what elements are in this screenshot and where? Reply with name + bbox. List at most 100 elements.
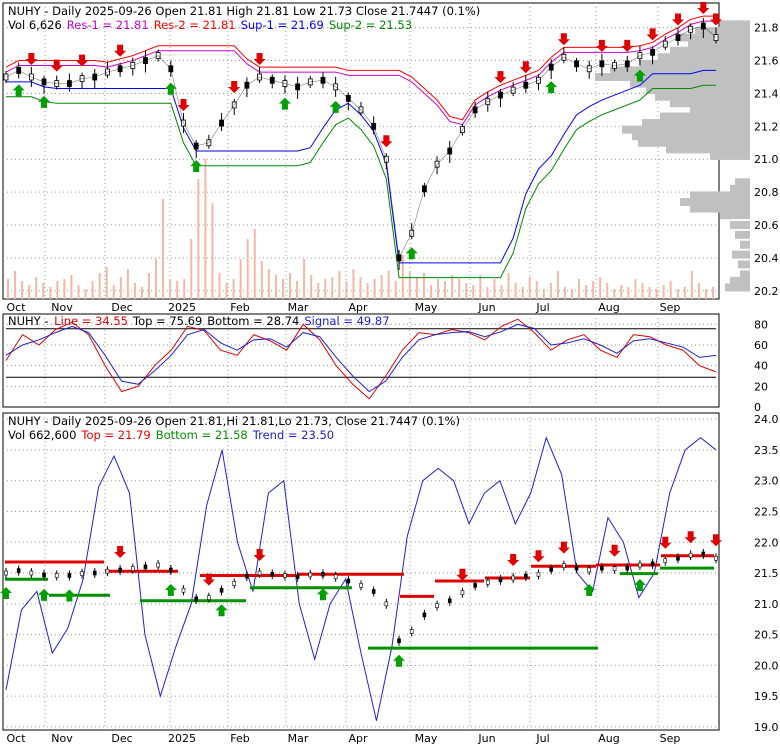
price-connector bbox=[639, 52, 653, 56]
panel3-candle-body bbox=[130, 566, 135, 572]
price-connector bbox=[703, 25, 717, 38]
volume-bar bbox=[310, 275, 313, 299]
panel3-candle-body bbox=[232, 581, 237, 586]
buy-arrow bbox=[405, 247, 418, 260]
volume-profile-bar bbox=[680, 197, 750, 206]
panel3-candle-body bbox=[460, 590, 465, 596]
panel3-buy-arrow bbox=[63, 589, 76, 602]
sell-arrow bbox=[253, 53, 266, 65]
volume-bar bbox=[197, 179, 200, 299]
panel3-sell-arrow bbox=[684, 531, 697, 544]
sell-arrow bbox=[697, 2, 710, 15]
volume-bar bbox=[641, 283, 644, 299]
price-connector bbox=[31, 76, 45, 83]
volume-profile-bar bbox=[725, 283, 750, 292]
sell-arrow bbox=[621, 39, 634, 52]
price-connector bbox=[563, 57, 577, 65]
price-connector bbox=[43, 81, 57, 84]
volume-profile-bar bbox=[688, 40, 750, 49]
y-tick-label: 19.0 bbox=[754, 721, 779, 734]
volume-bar bbox=[56, 281, 59, 299]
volume-profile-bar bbox=[640, 59, 750, 68]
y-tick-label: 19.5 bbox=[754, 690, 779, 703]
panel3-candle-body bbox=[283, 573, 287, 578]
bottom-label: Bottom = 28.74 bbox=[207, 314, 299, 328]
volume-bar bbox=[712, 287, 714, 299]
volume-bar bbox=[648, 287, 651, 299]
price-connector bbox=[94, 71, 108, 78]
volume-bar bbox=[634, 279, 637, 299]
y-tick-label: 21.0 bbox=[754, 598, 779, 611]
price-connector bbox=[69, 78, 83, 84]
volume-bar bbox=[183, 279, 186, 299]
volume-bar bbox=[331, 277, 334, 299]
panel1-vol: Vol 6,626 bbox=[8, 18, 62, 32]
panel3-candle-body bbox=[80, 571, 84, 576]
volume-profile-bar bbox=[655, 92, 750, 101]
price-connector bbox=[411, 188, 425, 234]
price-connector bbox=[107, 68, 121, 73]
price-connector bbox=[183, 122, 197, 147]
volume-bar bbox=[704, 289, 707, 299]
price-connector bbox=[474, 101, 488, 111]
panel3-candle-body bbox=[549, 567, 553, 572]
x-tick-label: Jun bbox=[477, 732, 495, 745]
panel3-bottom-label: Bottom = 21.58 bbox=[156, 428, 248, 442]
volume-bar bbox=[359, 277, 362, 299]
x-tick-label: May bbox=[415, 301, 438, 314]
volume-profile-bar bbox=[632, 132, 750, 141]
panel3-candle-body bbox=[688, 552, 693, 558]
price-connector bbox=[322, 80, 336, 88]
volume-bar bbox=[676, 289, 679, 299]
price-connector bbox=[208, 122, 222, 143]
volume-bar bbox=[225, 283, 228, 299]
volume-bar bbox=[239, 259, 242, 299]
volume-bar bbox=[155, 259, 158, 299]
volume-bar bbox=[683, 287, 686, 299]
panel3-candle-body bbox=[536, 571, 541, 577]
x-tick-label: Aug bbox=[598, 301, 619, 314]
sup2-label: Sup-2 = 21.53 bbox=[329, 18, 412, 32]
price-connector bbox=[436, 150, 450, 165]
volume-bar bbox=[253, 229, 256, 299]
volume-bar bbox=[401, 255, 404, 299]
volume-bar bbox=[444, 281, 447, 299]
panel3-title: NUHY - Daily 2025-09-26 Open 21.81,Hi 21… bbox=[8, 414, 460, 428]
volume-profile-bar bbox=[710, 151, 750, 160]
volume-bar bbox=[472, 285, 475, 299]
volume-bar bbox=[63, 279, 66, 299]
volume-bar bbox=[21, 281, 24, 299]
volume-profile-bar bbox=[610, 66, 750, 75]
panel3-candle-body bbox=[42, 572, 46, 578]
sell-arrow bbox=[595, 39, 608, 52]
volume-bar bbox=[578, 279, 581, 299]
volume-bar bbox=[599, 277, 602, 299]
volume-profile-bar bbox=[630, 79, 750, 88]
y-tick-label: 24.0 bbox=[754, 413, 779, 426]
volume-profile-bar bbox=[690, 204, 750, 213]
volume-bar bbox=[281, 279, 284, 299]
volume-bar bbox=[380, 275, 383, 299]
y-tick-label: 0 bbox=[754, 401, 761, 414]
volume-bar bbox=[514, 283, 517, 299]
panel3-candle-body bbox=[562, 563, 566, 568]
sup2-line bbox=[6, 84, 716, 279]
panel1-title: NUHY - Daily 2025-09-26 Open 21.81 High … bbox=[8, 4, 480, 18]
volume-bar bbox=[500, 285, 503, 299]
price-connector bbox=[246, 76, 260, 86]
y-tick-label: 20.5 bbox=[754, 629, 779, 642]
volume-bar bbox=[458, 279, 461, 299]
buy-arrow bbox=[329, 100, 342, 113]
panel3-candle-body bbox=[92, 570, 97, 576]
volume-profile-bar bbox=[638, 138, 750, 147]
line-label: Line = 34.55 bbox=[54, 314, 128, 328]
sell-arrow bbox=[177, 99, 190, 112]
panel3-candle-body bbox=[663, 558, 668, 564]
price-connector bbox=[120, 65, 133, 70]
volume-bar bbox=[77, 285, 80, 299]
panel3-candle-body bbox=[447, 598, 452, 604]
panel3-buy-arrow bbox=[215, 604, 228, 617]
panel3-sell-arrow bbox=[557, 541, 570, 554]
volume-bar bbox=[14, 271, 17, 299]
y-tick-label: 80 bbox=[754, 318, 768, 331]
